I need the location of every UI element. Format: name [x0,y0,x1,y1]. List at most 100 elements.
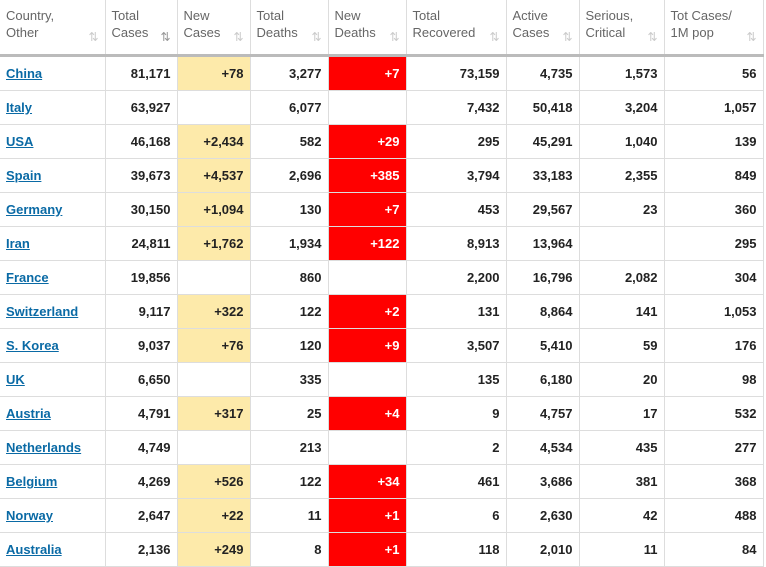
cell-country: Germany [0,192,106,227]
country-link[interactable]: S. Korea [6,338,59,353]
country-link[interactable]: France [6,270,49,285]
cell-country: Switzerland [0,294,106,329]
cell-new-cases: +78 [176,55,251,91]
column-header-active-cases[interactable]: Active Cases ⇅ [505,0,580,57]
cell-new-cases: +1,094 [176,192,251,227]
sort-icon[interactable]: ⇅ [647,30,658,44]
header-label: Cases [512,25,550,40]
header-label: Total [412,8,440,23]
cell-new-cases [176,430,251,465]
cell-country: UK [0,362,106,397]
table-row: Netherlands 4,749 213 2 4,534 435 277 [0,430,764,465]
cell-active-cases: 5,410 [505,328,580,363]
cell-total-cases: 6,650 [104,362,178,397]
cell-total-deaths: 6,077 [249,90,329,125]
cell-total-cases: 9,037 [104,328,178,363]
cell-active-cases: 4,735 [505,55,580,91]
table-row: Norway 2,647 +22 11 +1 6 2,630 42 488 [0,498,764,533]
cell-cases-per-1m: 295 [663,226,764,261]
sort-icon[interactable]: ⇅ [746,30,757,44]
country-link[interactable]: Norway [6,508,53,523]
cell-country: Iran [0,226,106,261]
cell-new-deaths: +29 [327,124,407,159]
table-row: Switzerland 9,117 +322 122 +2 131 8,864 141 1,05… [0,294,764,329]
header-label: Critical [585,25,626,40]
cell-serious-critical: 3,204 [578,90,665,125]
country-link[interactable]: Iran [6,236,30,251]
country-link[interactable]: Spain [6,168,42,183]
sort-icon[interactable]: ⇅ [311,30,322,44]
column-header-country[interactable]: Country, Other ⇅ [0,0,106,57]
sort-icon[interactable]: ⇅ [233,30,244,44]
table-row: Italy 63,927 6,077 7,432 50,418 3,204 1,057 [0,90,764,125]
cell-new-cases: +4,537 [176,158,251,193]
cell-serious-critical: 2,355 [578,158,665,193]
cell-country: Australia [0,532,106,567]
cell-new-cases: +317 [176,396,251,431]
cell-total-recovered: 2,200 [405,260,507,295]
sort-icon[interactable]: ⇅ [562,30,573,44]
column-header-new-cases[interactable]: New Cases ⇅ [176,0,251,57]
column-header-new-deaths[interactable]: New Deaths ⇅ [327,0,407,57]
cell-new-cases: +526 [176,464,251,499]
header-label: Tot Cases/ [670,8,732,23]
column-header-total-deaths[interactable]: Total Deaths ⇅ [249,0,329,57]
column-header-total-cases[interactable]: Total Cases ⇅ [104,0,178,57]
cell-active-cases: 3,686 [505,464,580,499]
table-row: Australia 2,136 +249 8 +1 118 2,010 11 84 [0,532,764,567]
country-link[interactable]: USA [6,134,34,149]
sort-icon[interactable]: ⇅ [160,30,171,44]
country-link[interactable]: Italy [6,100,33,115]
country-link[interactable]: UK [6,372,25,387]
cell-total-cases: 4,749 [104,430,178,465]
cell-new-deaths [327,260,407,295]
header-label: Other [6,25,39,40]
cell-total-cases: 19,856 [104,260,178,295]
sort-icon[interactable]: ⇅ [389,30,400,44]
cell-new-deaths: +7 [327,55,407,91]
cell-active-cases: 4,534 [505,430,580,465]
column-header-cases-per-1m[interactable]: Tot Cases/1M pop ⇅ [663,0,764,57]
country-link[interactable]: Netherlands [6,440,82,455]
cell-total-cases: 63,927 [104,90,178,125]
cell-total-recovered: 453 [405,192,507,227]
cell-new-cases: +22 [176,498,251,533]
header-label: Active [512,8,548,23]
table-row: China 81,171 +78 3,277 +7 73,159 4,735 1,573 56 [0,55,764,91]
cell-serious-critical: 20 [578,362,665,397]
country-link[interactable]: Austria [6,406,51,421]
cell-serious-critical: 59 [578,328,665,363]
cell-total-recovered: 73,159 [405,55,507,91]
cell-total-recovered: 2 [405,430,507,465]
country-link[interactable]: China [6,66,43,81]
country-link[interactable]: Switzerland [6,304,79,319]
column-header-total-recovered[interactable]: Total Recovered ⇅ [405,0,507,57]
header-label: 1M pop [670,25,714,40]
cell-country: Austria [0,396,106,431]
cell-active-cases: 6,180 [505,362,580,397]
cell-cases-per-1m: 368 [663,464,764,499]
country-link[interactable]: Belgium [6,474,58,489]
cell-serious-critical: 11 [578,532,665,567]
sort-icon[interactable]: ⇅ [88,30,99,44]
cell-total-deaths: 582 [249,124,329,159]
cell-total-recovered: 118 [405,532,507,567]
table-row: Belgium 4,269 +526 122 +34 461 3,686 381 368 [0,464,764,499]
country-link[interactable]: Germany [6,202,63,217]
header-label: Cases [183,25,221,40]
cell-cases-per-1m: 1,057 [663,90,764,125]
cell-new-cases [176,90,251,125]
cell-cases-per-1m: 139 [663,124,764,159]
header-label: Deaths [334,25,376,40]
country-link[interactable]: Australia [6,542,62,557]
sort-icon[interactable]: ⇅ [489,30,500,44]
cell-total-deaths: 1,934 [249,226,329,261]
column-header-serious-critical[interactable]: Serious, Critical ⇅ [578,0,665,57]
cell-cases-per-1m: 277 [663,430,764,465]
cell-total-deaths: 11 [249,498,329,533]
cell-serious-critical: 42 [578,498,665,533]
cell-active-cases: 16,796 [505,260,580,295]
cell-new-cases: +76 [176,328,251,363]
cell-new-deaths [327,430,407,465]
cell-cases-per-1m: 176 [663,328,764,363]
